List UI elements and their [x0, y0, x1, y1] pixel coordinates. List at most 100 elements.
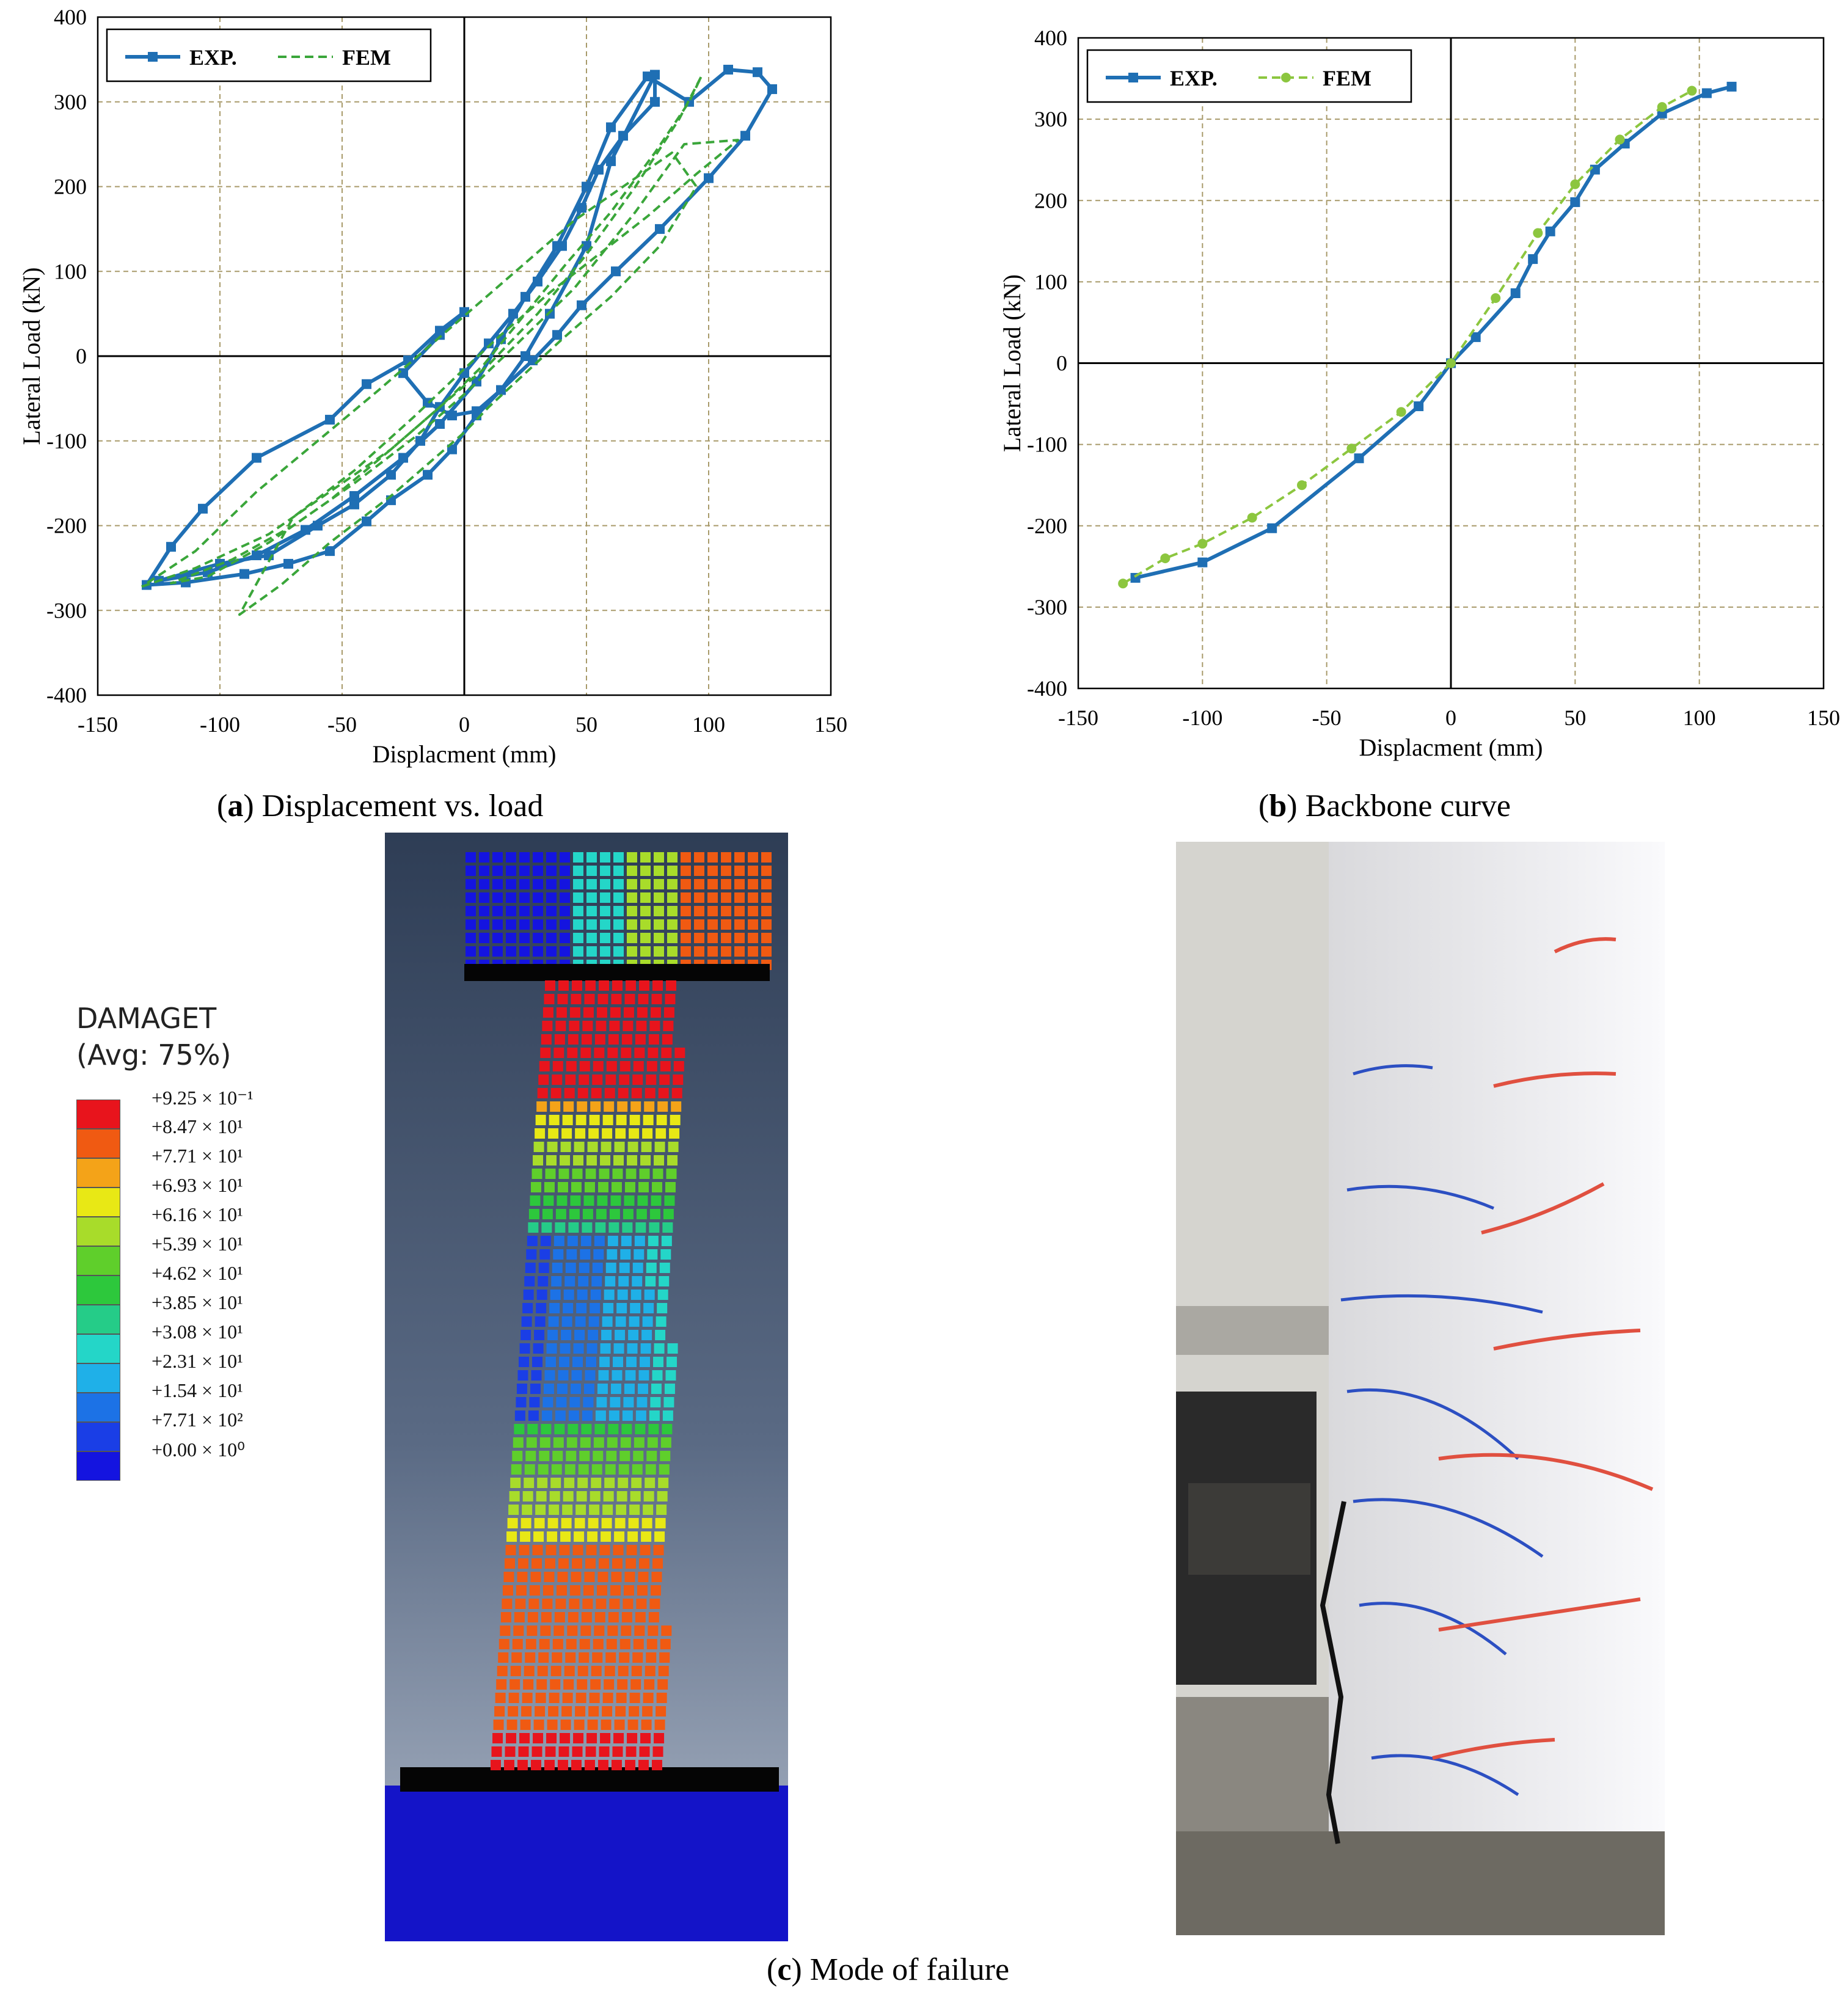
fem-cell: [707, 919, 718, 930]
fem-cell: [563, 1491, 574, 1501]
fem-cell: [581, 1612, 592, 1622]
fem-cell: [649, 1599, 660, 1609]
fem-cell: [601, 1518, 612, 1528]
data-point-exp: [1470, 332, 1481, 342]
fem-cell: [590, 1101, 601, 1112]
fem-cell: [525, 1652, 536, 1663]
fem-cell: [590, 1290, 601, 1300]
fem-cell: [605, 1263, 616, 1273]
data-point-fem: [1491, 293, 1501, 303]
fem-cell: [626, 1558, 636, 1569]
fem-cell: [547, 1720, 558, 1730]
fem-cell: [618, 1666, 629, 1676]
fem-cell: [549, 1491, 560, 1501]
crack-line: [1481, 1182, 1605, 1235]
fem-cell: [560, 919, 570, 930]
fem-cell: [734, 866, 745, 876]
fem-cell: [596, 1021, 607, 1031]
fem-cell: [506, 1531, 517, 1542]
fem-cell: [596, 1007, 607, 1018]
fem-cell: [555, 1222, 566, 1233]
fem-cell: [641, 1518, 652, 1528]
data-point-exp: [484, 338, 494, 349]
fem-cell: [583, 1397, 594, 1407]
data-point-fem: [1396, 407, 1406, 417]
fem-cell: [596, 1585, 607, 1596]
fem-cell: [538, 1276, 549, 1286]
fem-cell: [546, 946, 557, 957]
fem-cell: [748, 919, 758, 930]
fem-cell: [644, 1290, 655, 1300]
data-point-exp: [1570, 197, 1580, 207]
fem-cell: [560, 1720, 571, 1730]
fem-cell: [748, 866, 758, 876]
legend-marker: [148, 52, 158, 62]
fem-cell: [613, 1343, 624, 1354]
fem-cell: [548, 1128, 559, 1139]
fem-cell: [660, 1639, 671, 1649]
fem-cell: [548, 1316, 559, 1327]
fem-cell: [588, 1330, 599, 1340]
fem-cell: [604, 1679, 615, 1690]
fem-cell: [761, 946, 772, 957]
fem-cell: [624, 1384, 635, 1394]
fem-cell: [635, 1034, 646, 1045]
y-tick-label: 200: [54, 175, 87, 199]
fem-cell: [531, 1746, 542, 1757]
fem-cell: [519, 1343, 530, 1354]
fem-cell: [550, 1088, 561, 1098]
fem-cell: [573, 919, 583, 930]
fem-cell: [748, 852, 758, 863]
fem-cell: [567, 1236, 578, 1246]
fem-cell: [527, 1612, 538, 1622]
fem-cell: [580, 1437, 591, 1448]
data-point-exp: [1197, 557, 1208, 567]
fem-cell: [568, 1034, 579, 1045]
fem-cell: [627, 1720, 638, 1730]
data-point-exp: [1354, 453, 1364, 464]
fem-cell: [506, 1720, 517, 1730]
fem-cell: [665, 994, 676, 1004]
fem-cell: [637, 1397, 648, 1407]
fem-cell: [538, 1652, 549, 1663]
fem-cell: [535, 1693, 546, 1703]
fem-cell: [538, 1074, 549, 1085]
fem-cell: [535, 1505, 546, 1515]
fem-cell: [660, 1451, 671, 1461]
fem-cell: [656, 1316, 667, 1327]
fem-cell: [527, 1625, 538, 1636]
fem-cell: [621, 1048, 632, 1058]
fem-cell: [597, 1572, 608, 1582]
fem-cell: [627, 919, 637, 930]
fem-cell: [694, 852, 704, 863]
fem-cell: [643, 1115, 654, 1125]
fem-cell: [533, 1531, 544, 1542]
fem-cell: [640, 919, 651, 930]
fem-cell: [598, 1370, 609, 1381]
data-point-fem: [1297, 480, 1307, 491]
fem-cell: [519, 852, 530, 863]
x-tick-label: 100: [1683, 706, 1716, 730]
fem-cell: [761, 852, 772, 863]
fem-cell: [629, 1706, 640, 1717]
fem-cell: [623, 1599, 634, 1609]
crack-line: [1493, 1071, 1616, 1088]
fem-cell: [492, 892, 503, 903]
y-tick-label: 400: [54, 5, 87, 29]
fem-cell: [608, 1612, 619, 1622]
fem-cell: [600, 852, 610, 863]
fem-cell: [568, 1612, 579, 1622]
fem-cell: [615, 1330, 626, 1340]
fem-cell: [659, 1263, 670, 1273]
fem-cell: [664, 1195, 675, 1206]
fem-cell: [531, 1169, 542, 1179]
fem-cell: [597, 1182, 608, 1192]
fem-cell: [574, 1720, 585, 1730]
legend-color-swatch: [76, 1334, 120, 1363]
fem-cell: [627, 1142, 638, 1152]
fem-cell: [654, 933, 664, 943]
fem-cell: [630, 1290, 641, 1300]
fem-cell: [560, 866, 570, 876]
fem-cell: [599, 1545, 610, 1555]
fem-cell: [734, 933, 745, 943]
